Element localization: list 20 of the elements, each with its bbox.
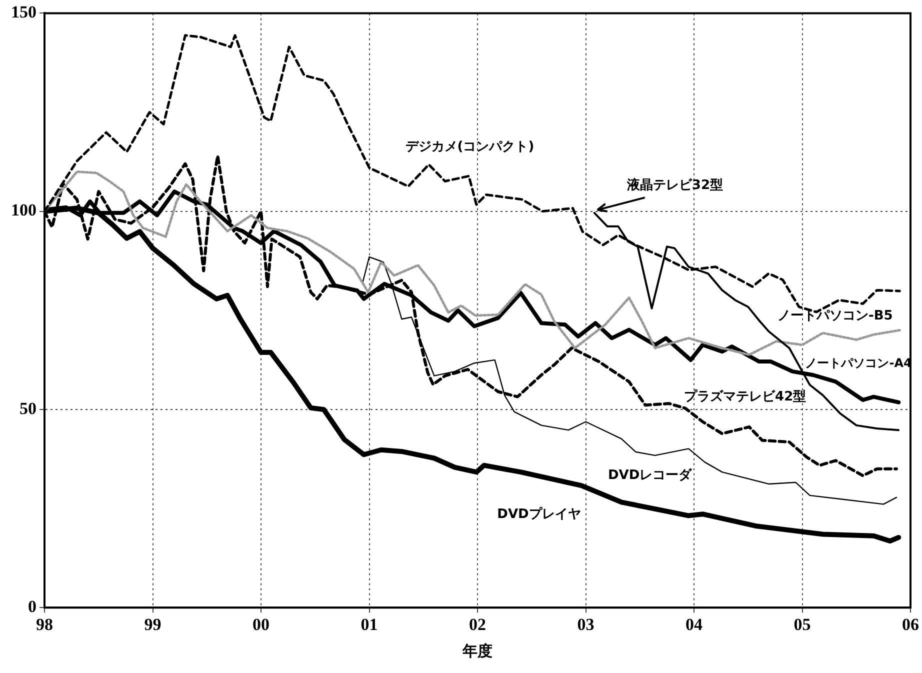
x-tick-label: 01 — [360, 615, 378, 634]
y-tick-label: 100 — [11, 200, 36, 220]
series-label: DVDレコーダ — [608, 468, 693, 484]
x-axis-title: 年度 — [462, 642, 492, 660]
text: 液晶テレビ32型 — [626, 176, 723, 193]
y-tick-label: 50 — [20, 398, 36, 418]
series-label: DVDプレイヤ — [497, 506, 581, 522]
y-tick-label: 0 — [28, 596, 36, 616]
x-tick-label: 02 — [469, 615, 486, 634]
series-label: デジカメ(コンパクト) — [405, 139, 534, 154]
x-tick-label: 03 — [577, 615, 594, 634]
series-label: プラズマテレビ42型 — [684, 388, 806, 405]
x-tick-label: 04 — [686, 615, 703, 634]
x-tick-label: 99 — [144, 615, 162, 634]
line-series — [44, 170, 901, 356]
y-tick-label: 150 — [11, 2, 36, 22]
x-tick-label: 06 — [902, 615, 919, 634]
x-tick-label: 00 — [252, 615, 270, 634]
x-tick-label: 05 — [794, 615, 811, 634]
x-tick-label: 98 — [36, 615, 53, 634]
